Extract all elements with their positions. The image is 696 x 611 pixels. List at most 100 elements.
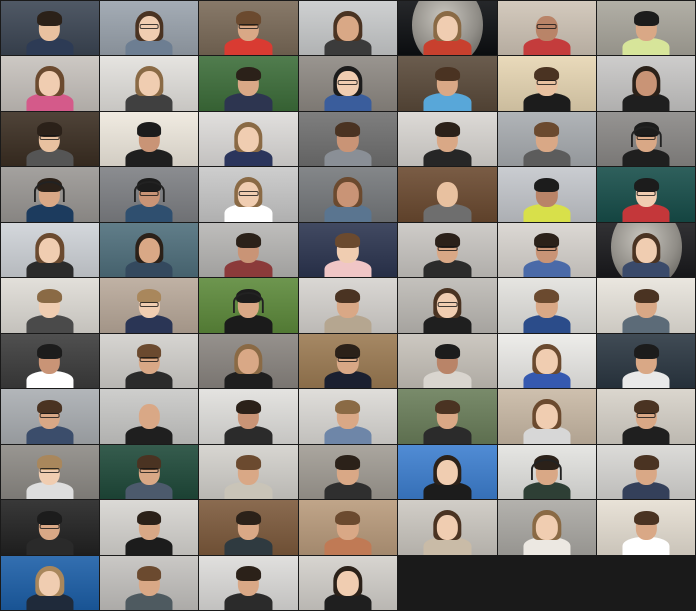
participant-video-tile[interactable] — [99, 111, 199, 166]
participant-video-tile[interactable] — [199, 56, 298, 111]
participant-video-tile[interactable] — [0, 167, 99, 222]
participant-video-tile[interactable] — [597, 389, 696, 444]
participant-hair — [37, 455, 63, 470]
participant-video-tile[interactable] — [298, 0, 398, 55]
participant-video-tile[interactable] — [398, 167, 497, 222]
participant-shirt — [224, 259, 273, 277]
participant-video-tile[interactable] — [597, 111, 696, 166]
participant-video-tile[interactable] — [199, 500, 298, 555]
participant-video-tile[interactable] — [398, 444, 497, 499]
participant-video-tile[interactable] — [298, 333, 398, 388]
participant-avatar — [418, 7, 477, 55]
participant-video-tile[interactable] — [298, 222, 398, 277]
participant-video-tile[interactable] — [298, 278, 398, 333]
participant-shirt — [622, 259, 670, 277]
participant-video-tile[interactable] — [597, 500, 696, 555]
participant-video-tile[interactable] — [398, 389, 497, 444]
participant-video-tile[interactable] — [298, 389, 398, 444]
participant-shirt — [26, 259, 74, 277]
participant-video-tile[interactable] — [99, 167, 199, 222]
participant-video-tile[interactable] — [199, 389, 298, 444]
participant-video-tile[interactable] — [398, 0, 497, 55]
participant-video-tile[interactable] — [0, 111, 99, 166]
participant-video-tile[interactable] — [298, 555, 398, 610]
participant-video-tile[interactable] — [597, 0, 696, 55]
participant-avatar — [318, 507, 377, 555]
participant-video-tile[interactable] — [99, 500, 199, 555]
participant-shirt — [324, 426, 372, 444]
participant-video-tile[interactable] — [99, 0, 199, 55]
participant-video-tile[interactable] — [99, 222, 199, 277]
participant-video-tile[interactable] — [497, 0, 597, 55]
participant-video-tile[interactable] — [398, 111, 497, 166]
participant-hair — [136, 566, 162, 581]
participant-video-tile[interactable] — [298, 167, 398, 222]
participant-avatar — [120, 562, 179, 610]
participant-video-tile[interactable] — [199, 278, 298, 333]
participant-avatar — [120, 7, 179, 55]
participant-shirt — [423, 370, 472, 388]
participant-avatar — [219, 229, 278, 277]
participant-video-tile[interactable] — [298, 111, 398, 166]
participant-video-tile[interactable] — [597, 167, 696, 222]
participant-video-tile[interactable] — [0, 222, 99, 277]
participant-shirt — [125, 37, 173, 55]
participant-video-tile[interactable] — [398, 278, 497, 333]
participant-shirt — [324, 148, 372, 166]
participant-video-tile[interactable] — [99, 56, 199, 111]
participant-video-tile[interactable] — [0, 333, 99, 388]
participant-hair — [633, 455, 659, 470]
participant-video-tile[interactable] — [597, 222, 696, 277]
participant-video-tile[interactable] — [0, 0, 99, 55]
participant-video-tile[interactable] — [199, 222, 298, 277]
participant-video-tile[interactable] — [398, 56, 497, 111]
participant-avatar — [418, 340, 477, 388]
participant-video-tile[interactable] — [0, 278, 99, 333]
participant-video-tile[interactable] — [199, 167, 298, 222]
participant-face — [536, 404, 558, 430]
participant-video-tile[interactable] — [199, 111, 298, 166]
participant-video-tile[interactable] — [497, 389, 597, 444]
participant-video-tile[interactable] — [0, 56, 99, 111]
participant-shirt — [224, 148, 273, 166]
participant-video-tile[interactable] — [597, 444, 696, 499]
participant-avatar — [517, 229, 576, 277]
participant-video-tile[interactable] — [99, 555, 199, 610]
participant-face — [635, 71, 657, 97]
participant-avatar — [219, 7, 278, 55]
participant-avatar — [120, 118, 179, 166]
participant-video-tile[interactable] — [0, 389, 99, 444]
participant-avatar — [617, 285, 676, 333]
participant-video-tile[interactable] — [298, 444, 398, 499]
participant-shirt — [622, 537, 670, 555]
participant-video-tile[interactable] — [497, 500, 597, 555]
participant-video-tile[interactable] — [497, 444, 597, 499]
participant-video-tile[interactable] — [597, 56, 696, 111]
participant-video-tile[interactable] — [0, 500, 99, 555]
participant-video-tile[interactable] — [398, 222, 497, 277]
participant-video-tile[interactable] — [99, 389, 199, 444]
participant-video-tile[interactable] — [298, 56, 398, 111]
participant-video-tile[interactable] — [199, 555, 298, 610]
participant-video-tile[interactable] — [298, 500, 398, 555]
participant-shirt — [224, 204, 273, 222]
participant-video-tile[interactable] — [497, 222, 597, 277]
participant-video-tile[interactable] — [0, 444, 99, 499]
participant-video-tile[interactable] — [398, 500, 497, 555]
participant-video-tile[interactable] — [597, 278, 696, 333]
participant-video-tile[interactable] — [497, 111, 597, 166]
participant-video-tile[interactable] — [398, 333, 497, 388]
participant-video-tile[interactable] — [497, 278, 597, 333]
participant-video-tile[interactable] — [199, 333, 298, 388]
participant-video-tile[interactable] — [99, 278, 199, 333]
participant-video-tile[interactable] — [0, 555, 99, 610]
participant-video-tile[interactable] — [597, 333, 696, 388]
participant-video-tile[interactable] — [199, 444, 298, 499]
participant-video-tile[interactable] — [99, 444, 199, 499]
participant-video-tile[interactable] — [497, 333, 597, 388]
participant-video-tile[interactable] — [99, 333, 199, 388]
glasses-icon — [139, 357, 159, 363]
participant-video-tile[interactable] — [497, 56, 597, 111]
participant-video-tile[interactable] — [199, 0, 298, 55]
participant-video-tile[interactable] — [497, 167, 597, 222]
